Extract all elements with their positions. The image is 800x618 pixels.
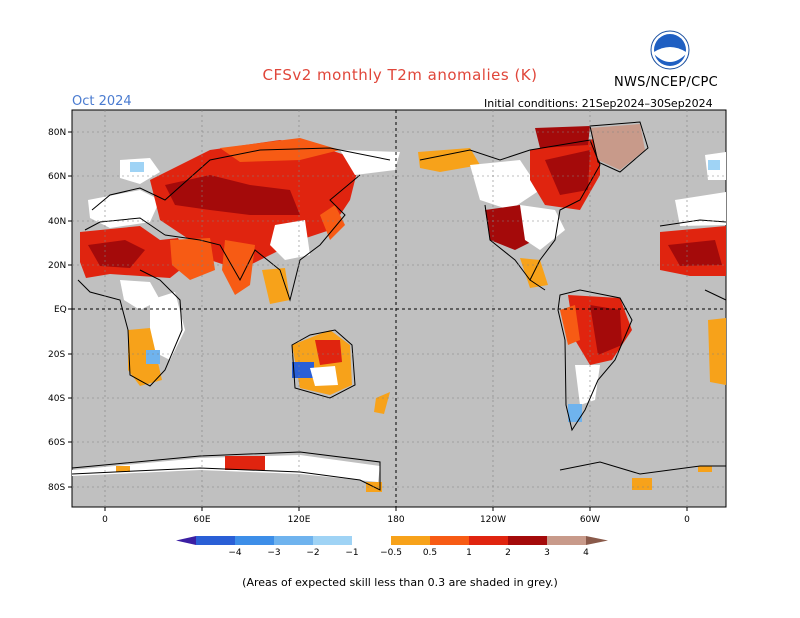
- forecast-month: Oct 2024: [72, 94, 132, 109]
- colorbar-segment: [196, 536, 235, 545]
- colorbar-arrow-low: [176, 536, 196, 545]
- colorbar-label: −4: [228, 548, 242, 558]
- anomaly-south-america-south: [575, 365, 600, 405]
- colorbar-label: 2: [505, 548, 511, 558]
- lat-label-80s: 80S: [48, 483, 65, 493]
- anomaly-brazil-core: [590, 305, 622, 355]
- anomaly-southern-africa: [128, 328, 162, 386]
- anomaly-asia-core: [165, 175, 300, 215]
- lat-label-40n: 40N: [48, 217, 66, 227]
- lon-label-120e: 120E: [288, 515, 311, 525]
- lon-label-0-right: 0: [684, 515, 690, 525]
- lat-label-20n: 20N: [48, 261, 66, 271]
- anomaly-sahara-east-core: [668, 240, 722, 266]
- lon-label-0-left: 0: [102, 515, 108, 525]
- anomaly-antarctica-orange-3: [632, 478, 652, 490]
- anomaly-map: 80N 60N 40N 20N EQ 20S 40S 60S 80S 0 60E…: [48, 109, 727, 558]
- colorbar-segment: [391, 536, 430, 545]
- colorbar-label: −3: [267, 548, 280, 558]
- agency-label: NWS/NCEP/CPC: [614, 75, 719, 90]
- colorbar-label: 3: [544, 548, 550, 558]
- anomaly-europe-blue-spot: [130, 162, 144, 172]
- skill-footnote: (Areas of expected skill less than 0.3 a…: [242, 576, 558, 589]
- map-title: CFSv2 monthly T2m anomalies (K): [262, 66, 538, 84]
- anomaly-china-white: [270, 220, 310, 260]
- colorbar-arrow-high: [586, 536, 608, 545]
- anomaly-europe-blue-repeat: [708, 160, 720, 170]
- anomaly-new-zealand: [374, 392, 390, 414]
- coastlines: [71, 121, 727, 491]
- anomaly-australia-blue: [292, 362, 314, 378]
- anomaly-africa-blue: [146, 350, 160, 364]
- anomaly-antarctica-orange-4: [698, 466, 712, 472]
- anomaly-europe-repeat: [675, 192, 726, 226]
- anomaly-japan: [320, 205, 345, 240]
- anomaly-usa-central: [520, 205, 565, 250]
- lat-label-40s: 40S: [48, 394, 65, 404]
- anomaly-india: [222, 240, 255, 295]
- colorbar-segment: [469, 536, 508, 545]
- anomaly-australia-white: [310, 366, 338, 386]
- axis-ticks: [68, 131, 688, 511]
- colorbar-label: 0.5: [423, 548, 437, 558]
- colorbar-segment: [547, 536, 586, 545]
- anomaly-se-asia: [262, 268, 290, 304]
- lon-label-180: 180: [387, 515, 404, 525]
- noaa-logo-icon: [650, 30, 690, 70]
- anomaly-east-siberia: [340, 150, 400, 175]
- anomaly-antarctica-red: [225, 456, 265, 470]
- anomaly-canada-core: [545, 150, 590, 195]
- anomaly-africa-south-repeat: [708, 318, 726, 385]
- lat-label-60s: 60S: [48, 438, 65, 448]
- colorbar-label: 4: [583, 548, 589, 558]
- lat-label-eq: EQ: [54, 305, 67, 315]
- anomaly-arabia: [170, 238, 215, 280]
- anomaly-australia-core: [315, 340, 342, 365]
- lat-label-20s: 20S: [48, 350, 65, 360]
- colorbar-label: −1: [345, 548, 358, 558]
- lon-label-120w: 120W: [480, 515, 506, 525]
- colorbar-segment: [235, 536, 274, 545]
- lon-label-60e: 60E: [193, 515, 210, 525]
- anomaly-asia-north-edge: [220, 138, 340, 162]
- anomaly-antarctica-orange-1: [116, 466, 130, 472]
- anomaly-sahara-west-core: [88, 240, 145, 268]
- colorbar-segment: [313, 536, 352, 545]
- colorbar: −4 −3 −2 −1 −0.5 0.5 1 2 3 4: [176, 536, 608, 558]
- lat-label-80n: 80N: [48, 128, 66, 138]
- initial-conditions: Initial conditions: 21Sep2024–30Sep2024: [484, 97, 713, 110]
- colorbar-label: −2: [306, 548, 319, 558]
- anomaly-alaska: [418, 148, 480, 172]
- colorbar-segment: [274, 536, 313, 545]
- colorbar-segment: [352, 536, 391, 545]
- anomaly-europe: [88, 190, 160, 228]
- anomaly-andes: [560, 305, 580, 345]
- reference-lines: [72, 110, 726, 507]
- graticule: [72, 110, 726, 507]
- anomaly-canada-west: [470, 160, 540, 210]
- colorbar-segment: [508, 536, 547, 545]
- colorbar-label: 1: [466, 548, 472, 558]
- lon-label-60w: 60W: [580, 515, 600, 525]
- colorbar-segment: [430, 536, 469, 545]
- anomaly-patagonia-blue: [568, 404, 582, 422]
- anomaly-greenland: [590, 124, 645, 170]
- lat-label-60n: 60N: [48, 172, 66, 182]
- colorbar-label: −0.5: [380, 548, 402, 558]
